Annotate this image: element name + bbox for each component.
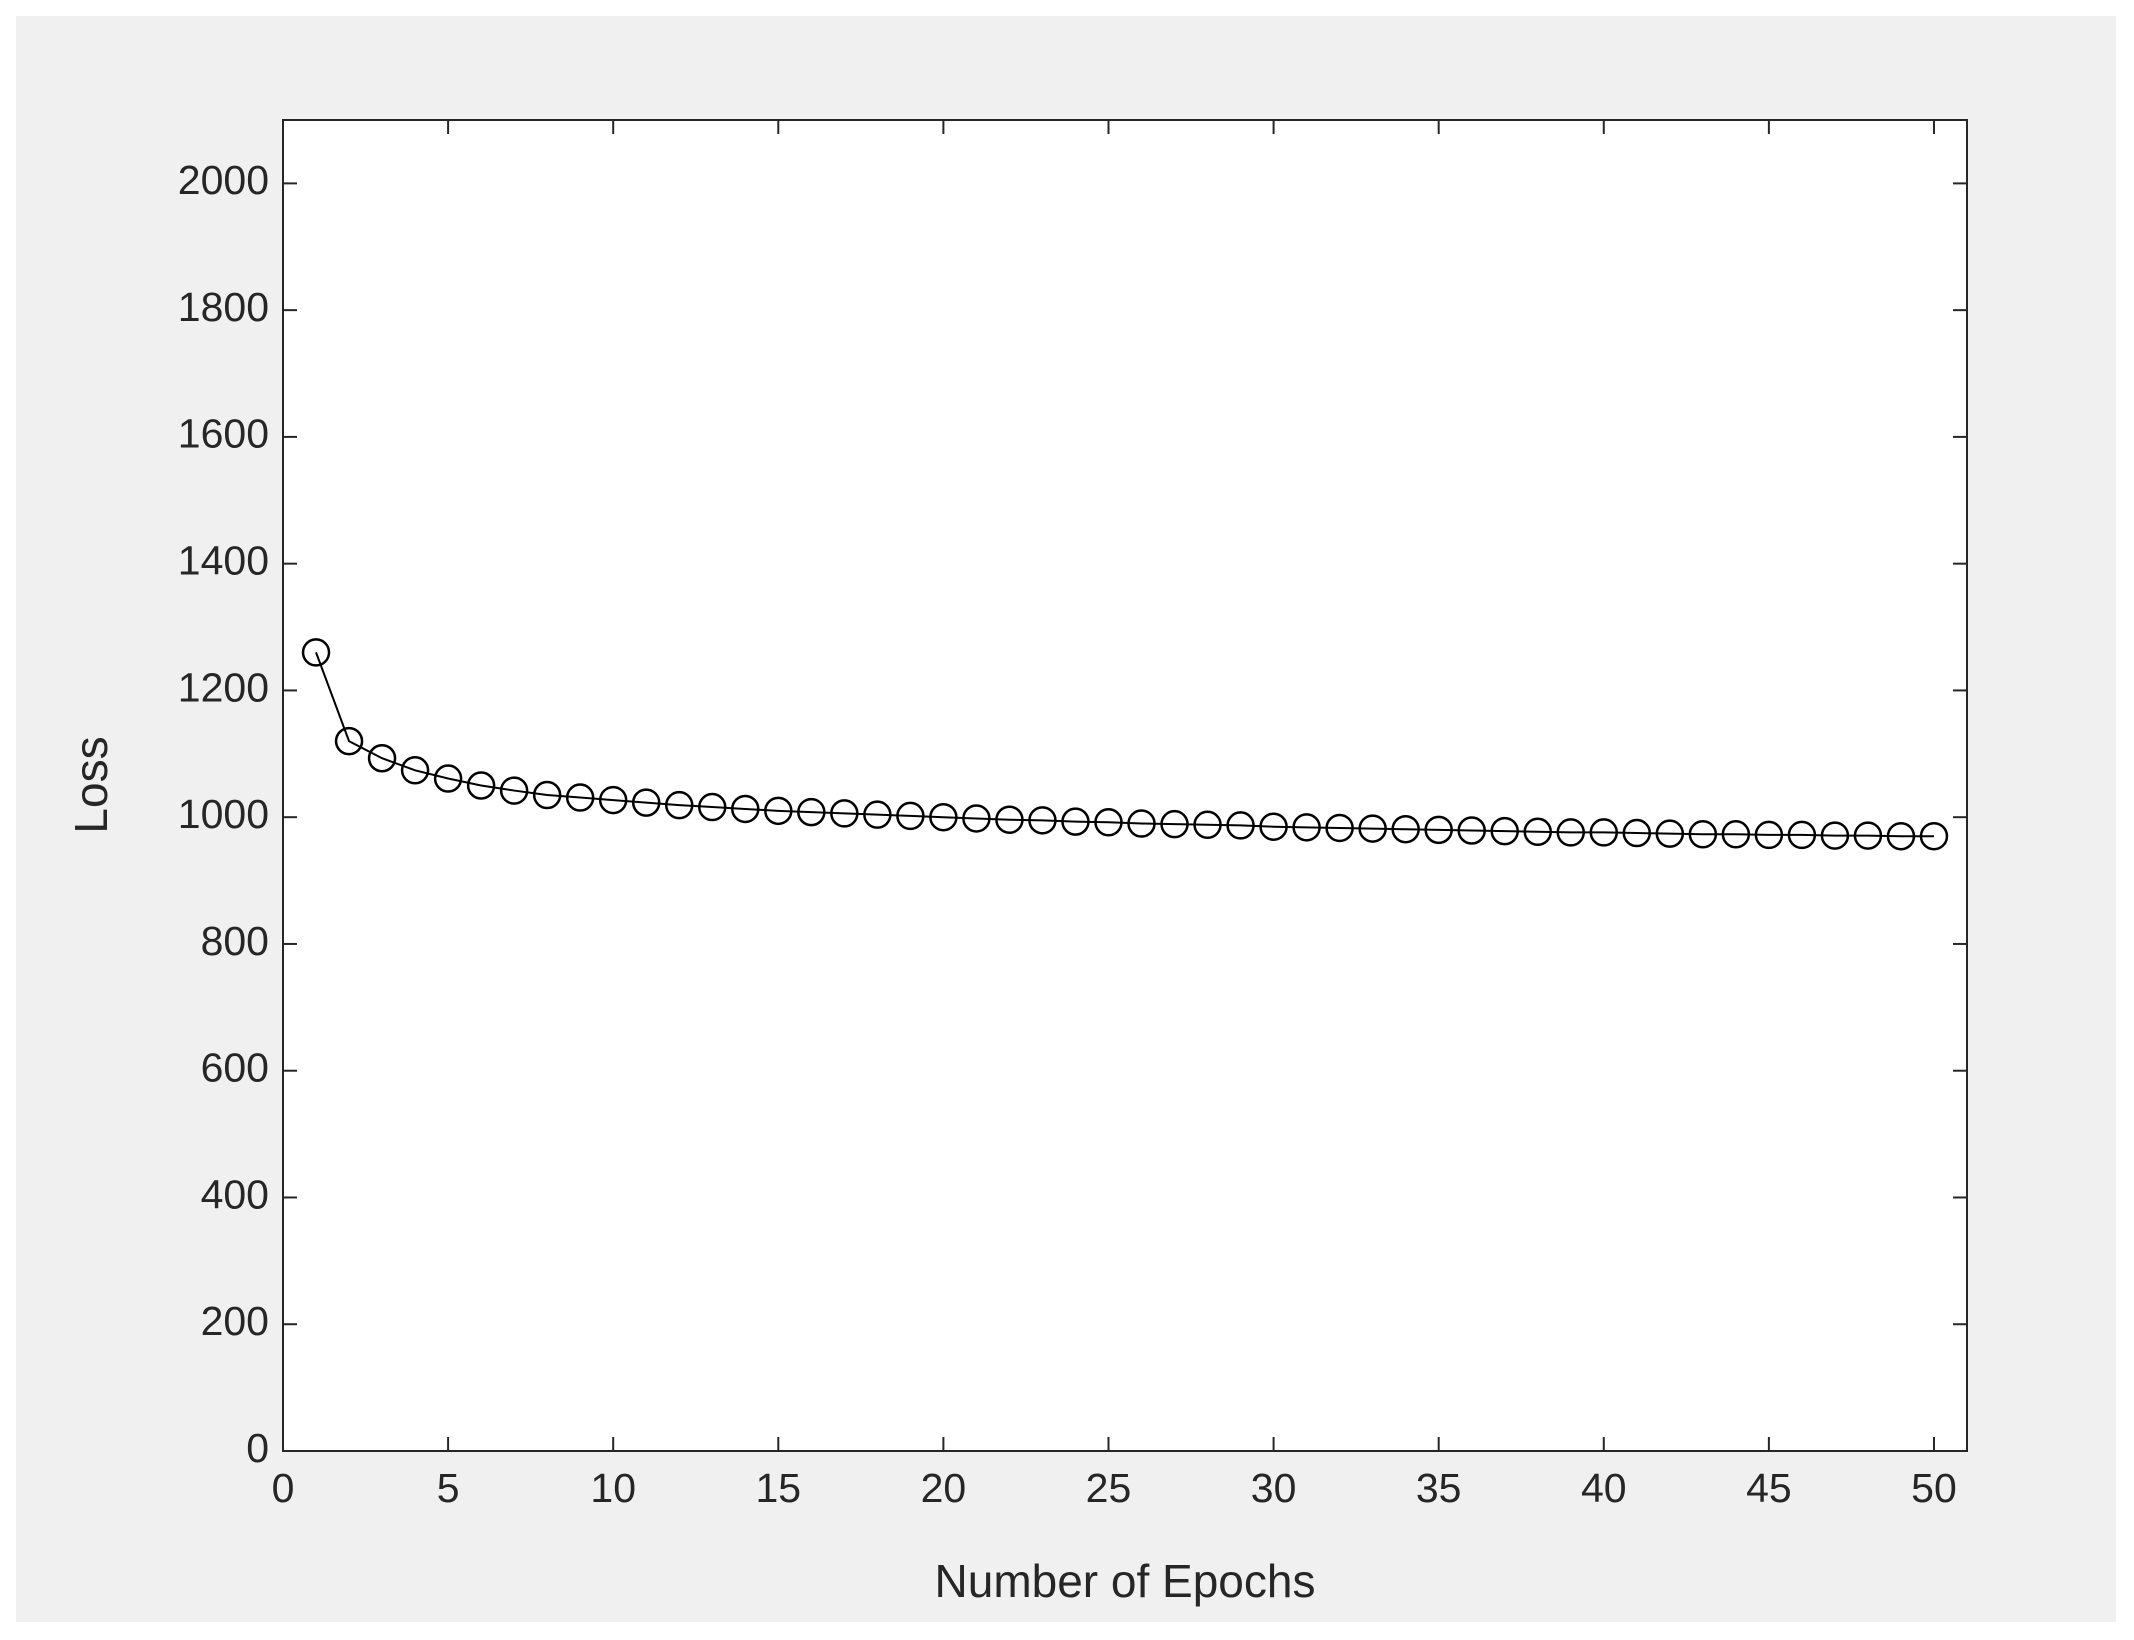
axes-box <box>282 119 1968 1452</box>
x-tick-label: 50 <box>1911 1465 1957 1511</box>
marker <box>1358 814 1387 843</box>
marker <box>1556 818 1586 847</box>
marker <box>1061 807 1090 836</box>
marker <box>896 801 925 831</box>
marker <box>631 788 661 817</box>
x-tick-label: 5 <box>437 1465 460 1511</box>
marker <box>664 790 694 820</box>
marker <box>797 797 826 827</box>
marker <box>1490 816 1519 846</box>
marker <box>1523 817 1552 847</box>
y-tick-label: 600 <box>201 1045 269 1091</box>
marker <box>929 802 958 832</box>
marker <box>433 764 463 793</box>
marker <box>1655 819 1685 848</box>
y-tick-label: 800 <box>201 918 269 964</box>
marker <box>400 756 430 785</box>
x-tick-label: 35 <box>1416 1465 1462 1511</box>
marker <box>698 792 727 822</box>
x-tick-label: 40 <box>1581 1465 1627 1511</box>
y-tick-label: 200 <box>201 1298 269 1344</box>
x-tick-label: 20 <box>921 1465 967 1511</box>
marker <box>1589 818 1619 847</box>
marker <box>466 771 496 800</box>
marker <box>863 800 892 829</box>
marker <box>1160 809 1189 839</box>
marker <box>1754 820 1784 850</box>
marker <box>565 783 595 812</box>
marker <box>301 638 331 667</box>
y-tick-label: 1400 <box>178 537 269 583</box>
marker <box>1853 821 1883 850</box>
marker <box>334 726 364 756</box>
marker <box>731 794 760 824</box>
y-tick-label: 1800 <box>178 284 269 330</box>
marker <box>1919 821 1949 851</box>
marker <box>1622 818 1652 848</box>
marker <box>1226 811 1255 840</box>
y-axis-label: Loss <box>65 736 117 833</box>
y-tick-label: 1000 <box>178 791 269 837</box>
y-tick-label: 2000 <box>178 157 269 203</box>
x-tick-label: 10 <box>590 1465 636 1511</box>
x-tick-label: 0 <box>272 1465 295 1511</box>
marker <box>1688 820 1718 849</box>
marker <box>1886 821 1916 851</box>
marker <box>830 799 859 828</box>
marker <box>1787 820 1817 850</box>
x-tick-label: 25 <box>1086 1465 1132 1511</box>
marker <box>1424 815 1453 845</box>
marker <box>1094 808 1123 837</box>
marker <box>995 805 1024 834</box>
marker <box>1193 810 1222 840</box>
y-tick-label: 1600 <box>178 411 269 457</box>
marker <box>1457 816 1486 845</box>
marker <box>1325 813 1354 843</box>
marker <box>1028 806 1057 835</box>
marker <box>1721 820 1751 849</box>
marker <box>1259 812 1288 841</box>
marker <box>962 804 991 833</box>
x-tick-label: 15 <box>755 1465 801 1511</box>
x-axis-label: Number of Epochs <box>935 1555 1316 1607</box>
marker <box>1127 809 1156 838</box>
marker <box>532 780 562 810</box>
y-tick-label: 0 <box>246 1425 269 1471</box>
y-tick-label: 1200 <box>178 664 269 710</box>
y-tick-label: 400 <box>201 1171 269 1217</box>
marker <box>499 776 529 805</box>
marker <box>367 743 397 773</box>
marker <box>598 785 628 815</box>
marker <box>1820 821 1850 850</box>
line <box>315 652 1934 838</box>
x-tick-label: 30 <box>1251 1465 1297 1511</box>
marker <box>1391 814 1420 844</box>
marker <box>764 796 793 826</box>
marker <box>1292 813 1321 842</box>
x-tick-label: 45 <box>1746 1465 1792 1511</box>
